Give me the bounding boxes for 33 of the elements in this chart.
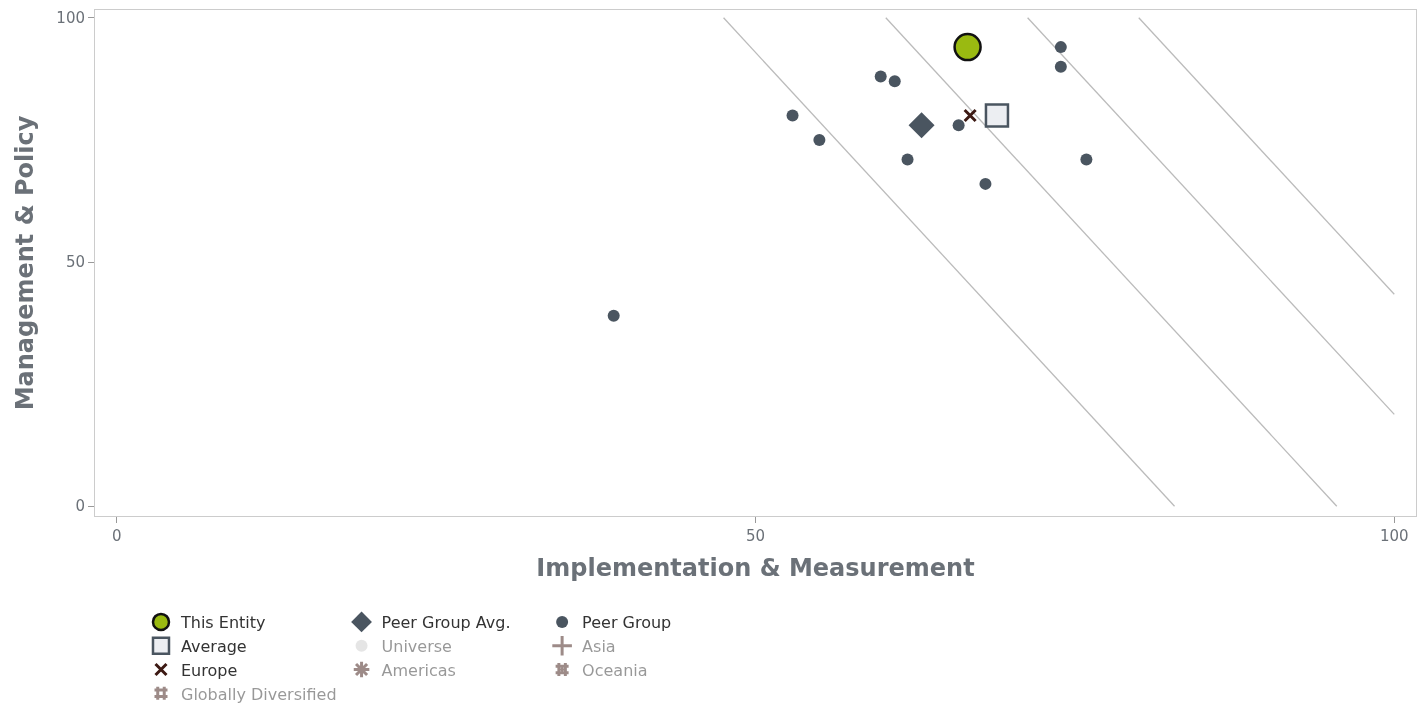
- point: [963, 108, 978, 123]
- x-axis-title: Implementation & Measurement: [536, 554, 975, 583]
- point: [979, 177, 992, 190]
- y-tick-label: 50: [65, 253, 85, 272]
- x-tick-label: 100: [1379, 527, 1409, 545]
- legend-label: Americas: [381, 660, 456, 680]
- legend-label: Peer Group Avg.: [381, 613, 511, 633]
- legend-label: Average: [180, 636, 247, 656]
- point: [786, 109, 799, 122]
- legend-label: Asia: [582, 636, 616, 656]
- point: [953, 32, 982, 62]
- x-tick-label: 50: [745, 527, 766, 545]
- legend-label: Oceania: [582, 660, 648, 680]
- point: [901, 153, 914, 166]
- y-tick-label: 0: [75, 497, 85, 516]
- legend-label: Europe: [180, 660, 238, 680]
- y-axis-title: Management & Policy: [11, 115, 40, 411]
- point: [984, 103, 1010, 128]
- point: [1054, 41, 1067, 54]
- point: [1054, 60, 1067, 73]
- legend-label: Peer Group: [582, 613, 672, 633]
- point: [813, 133, 826, 146]
- legend-label: Globally Diversified: [180, 684, 337, 704]
- legend-label: This Entity: [179, 613, 266, 633]
- y-tick-label: 100: [56, 9, 85, 28]
- point: [607, 309, 620, 322]
- point: [1080, 153, 1093, 166]
- legend-label: Universe: [381, 636, 452, 656]
- point: [888, 75, 901, 88]
- point: [874, 70, 887, 83]
- point: [908, 112, 935, 139]
- x-tick-label: 0: [111, 527, 122, 545]
- point: [952, 119, 965, 132]
